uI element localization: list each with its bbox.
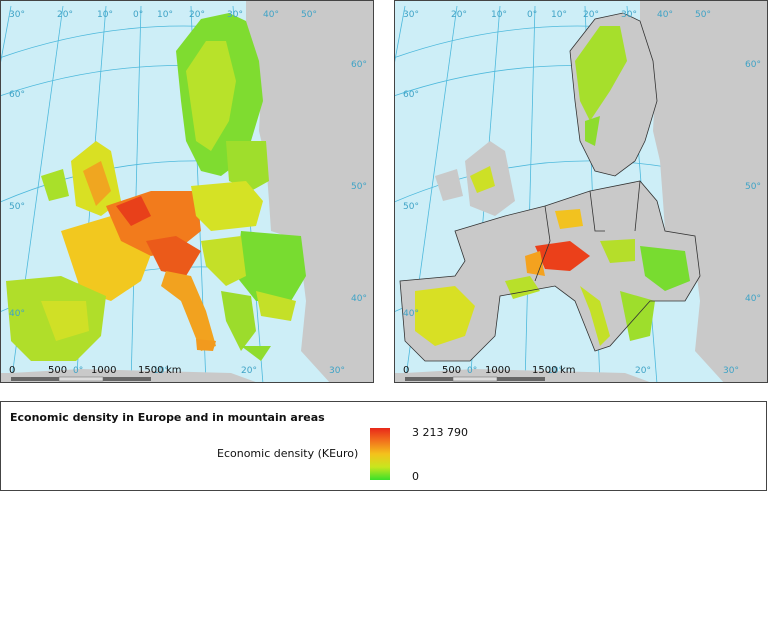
- coord-right-1: 50°: [745, 182, 761, 192]
- coord-bottom-0: 0°: [73, 366, 83, 376]
- map-mountain-economic-density: 30° 20° 10° 0° 10° 20° 30° 40° 50° 60° 5…: [394, 0, 768, 383]
- map-europe-svg: 30° 20° 10° 0° 10° 20° 30° 40° 50° 60° 5…: [1, 1, 373, 382]
- scale-bar: 0 500 1000 1500 km: [9, 365, 182, 382]
- scale-label-0: 0: [403, 365, 409, 376]
- coord-top-5: 20°: [189, 10, 205, 20]
- coord-top-4: 10°: [157, 10, 173, 20]
- coord-top-3: 0°: [133, 10, 143, 20]
- scale-label-1000: 1000: [485, 365, 510, 376]
- coord-top-3: 0°: [527, 10, 537, 20]
- scale-label-0: 0: [9, 365, 15, 376]
- coord-right-0: 60°: [351, 60, 367, 70]
- density-regions: [6, 13, 306, 361]
- coord-bottom-1: 10°: [153, 366, 169, 376]
- scale-label-500: 500: [48, 365, 67, 376]
- legend-label: Economic density (KEuro): [217, 447, 359, 460]
- country-borders: [399, 12, 701, 362]
- coord-top-7: 40°: [657, 10, 673, 20]
- coord-top-6: 30°: [621, 10, 637, 20]
- coord-bottom-3: 30°: [723, 366, 739, 376]
- scale-label-500: 500: [442, 365, 461, 376]
- coord-top-8: 50°: [301, 10, 317, 20]
- coord-right-2: 40°: [351, 294, 367, 304]
- scale-label-km: km: [166, 365, 182, 376]
- coord-right-0: 60°: [745, 60, 761, 70]
- coord-bottom-2: 20°: [241, 366, 257, 376]
- coord-left-0: 60°: [403, 90, 419, 100]
- legend-min-value: 0: [412, 470, 419, 483]
- scale-bar: 0 500 1000 1500 km: [403, 365, 576, 382]
- coord-top-0: 30°: [9, 10, 25, 20]
- coord-bottom-3: 30°: [329, 366, 345, 376]
- scale-label-1000: 1000: [91, 365, 116, 376]
- coord-left-1: 50°: [9, 202, 25, 212]
- coord-left-2: 40°: [403, 309, 419, 319]
- coord-bottom-1: 10°: [547, 366, 563, 376]
- map-europe-economic-density: 30° 20° 10° 0° 10° 20° 30° 40° 50° 60° 5…: [0, 0, 374, 383]
- coord-left-2: 40°: [9, 309, 25, 319]
- coord-top-1: 20°: [451, 10, 467, 20]
- coord-left-1: 50°: [403, 202, 419, 212]
- coord-top-8: 50°: [695, 10, 711, 20]
- coord-top-6: 30°: [227, 10, 243, 20]
- coord-left-0: 60°: [9, 90, 25, 100]
- coord-top-7: 40°: [263, 10, 279, 20]
- scale-label-km: km: [560, 365, 576, 376]
- coord-bottom-2: 20°: [635, 366, 651, 376]
- non-eu-land: [246, 1, 373, 382]
- coord-top-5: 20°: [583, 10, 599, 20]
- coord-top-1: 20°: [57, 10, 73, 20]
- coord-right-1: 50°: [351, 182, 367, 192]
- coord-top-2: 10°: [97, 10, 113, 20]
- legend-box: Economic density in Europe and in mounta…: [0, 401, 767, 491]
- legend-title: Economic density in Europe and in mounta…: [10, 411, 325, 424]
- scale-label-1500: 1500: [138, 365, 163, 376]
- coord-top-4: 10°: [551, 10, 567, 20]
- scale-label-1500: 1500: [532, 365, 557, 376]
- mountain-regions: [415, 26, 690, 346]
- coord-bottom-0: 0°: [467, 366, 477, 376]
- coord-right-2: 40°: [745, 294, 761, 304]
- coord-top-2: 10°: [491, 10, 507, 20]
- legend-max-value: 3 213 790: [412, 426, 468, 439]
- coord-top-0: 30°: [403, 10, 419, 20]
- legend-color-ramp: [370, 428, 390, 480]
- map-mountains-svg: 30° 20° 10° 0° 10° 20° 30° 40° 50° 60° 5…: [395, 1, 767, 382]
